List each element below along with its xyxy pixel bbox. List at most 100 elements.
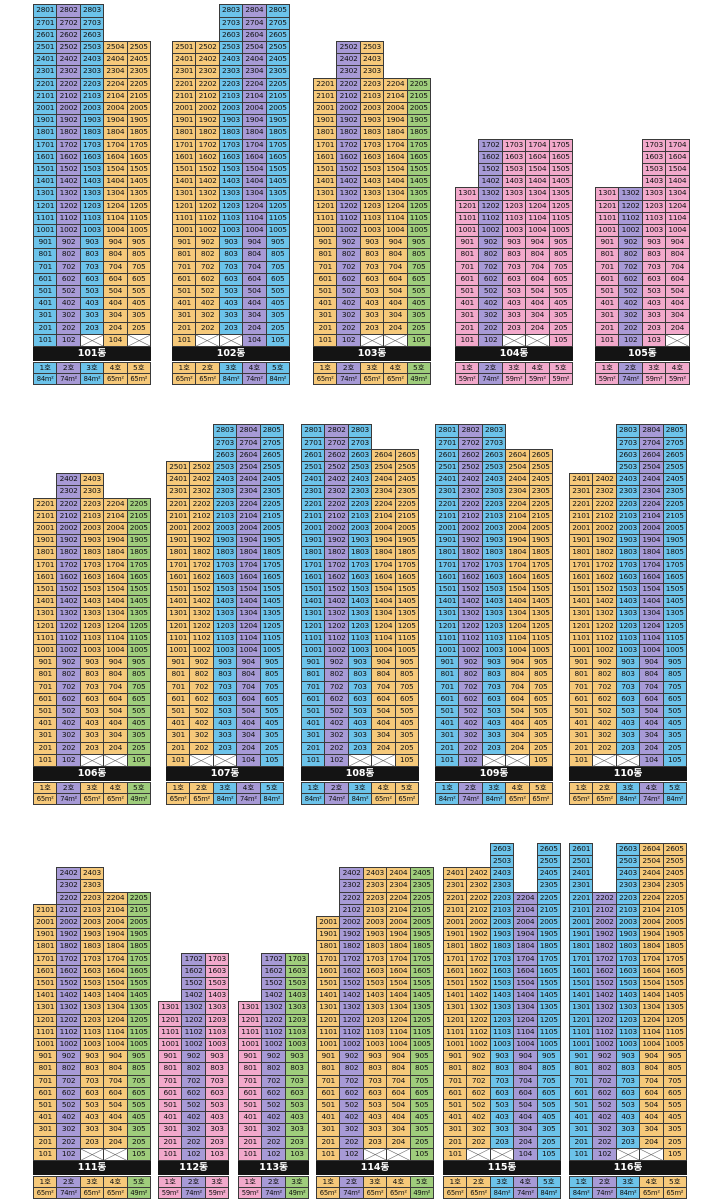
- unit-cell[interactable]: 1204: [639, 619, 664, 633]
- unit-cell[interactable]: 102: [478, 333, 503, 347]
- unit-cell[interactable]: 2705: [259, 436, 284, 450]
- unit-cell[interactable]: 1201: [301, 619, 326, 633]
- unit-cell[interactable]: 2302: [56, 65, 81, 79]
- unit-cell[interactable]: 1404: [371, 595, 396, 609]
- unit-cell[interactable]: 1902: [592, 928, 617, 942]
- unit-cell[interactable]: 1203: [489, 1013, 515, 1027]
- unit-cell[interactable]: 1605: [394, 570, 419, 584]
- unit-cell[interactable]: 201: [33, 741, 58, 755]
- unit-cell[interactable]: 2601: [33, 28, 58, 42]
- unit-cell[interactable]: 603: [79, 692, 105, 706]
- unit-cell[interactable]: 1101: [172, 211, 197, 225]
- unit-cell[interactable]: 1105: [406, 211, 431, 225]
- unit-cell[interactable]: 2705: [265, 16, 290, 30]
- unit-cell[interactable]: 302: [56, 309, 81, 323]
- unit-cell[interactable]: 1705: [409, 952, 434, 966]
- unit-cell[interactable]: 303: [481, 729, 507, 743]
- unit-cell[interactable]: 404: [383, 297, 408, 311]
- unit-cell[interactable]: 1903: [615, 928, 641, 942]
- unit-cell[interactable]: 2602: [324, 448, 349, 462]
- unit-cell[interactable]: 1504: [383, 163, 408, 177]
- unit-cell[interactable]: 1904: [371, 534, 396, 548]
- unit-cell[interactable]: 901: [569, 1050, 594, 1064]
- unit-cell[interactable]: 701: [33, 680, 58, 694]
- unit-cell[interactable]: 1402: [339, 989, 364, 1003]
- unit-cell[interactable]: 601: [595, 272, 620, 286]
- unit-cell[interactable]: 1304: [525, 187, 550, 201]
- unit-cell[interactable]: 901: [595, 236, 620, 250]
- unit-cell[interactable]: 2004: [103, 102, 128, 116]
- unit-cell[interactable]: 602: [592, 1086, 617, 1100]
- unit-cell[interactable]: 1101: [158, 1025, 183, 1039]
- unit-cell[interactable]: 304: [639, 729, 664, 743]
- unit-cell[interactable]: 1503: [79, 583, 105, 597]
- unit-cell[interactable]: 1102: [324, 631, 349, 645]
- unit-cell[interactable]: 901: [33, 656, 58, 670]
- unit-cell[interactable]: 1803: [362, 940, 388, 954]
- unit-cell[interactable]: 2203: [79, 77, 105, 91]
- unit-cell[interactable]: 403: [481, 717, 507, 731]
- unit-cell[interactable]: 1204: [639, 1013, 664, 1027]
- unit-cell[interactable]: 2304: [386, 879, 411, 893]
- unit-cell[interactable]: 904: [505, 656, 530, 670]
- unit-cell[interactable]: 1005: [126, 224, 151, 238]
- unit-cell[interactable]: 904: [639, 656, 664, 670]
- unit-cell[interactable]: 1102: [56, 631, 81, 645]
- unit-cell[interactable]: 901: [158, 1050, 183, 1064]
- unit-cell[interactable]: 2403: [79, 473, 105, 487]
- unit-cell[interactable]: 2305: [662, 879, 687, 893]
- unit-cell[interactable]: 702: [618, 260, 643, 274]
- unit-cell[interactable]: 1504: [386, 977, 411, 991]
- unit-cell[interactable]: 1001: [316, 1038, 341, 1052]
- unit-cell[interactable]: 403: [615, 717, 641, 731]
- unit-cell[interactable]: 1705: [536, 952, 561, 966]
- unit-cell[interactable]: 1002: [189, 644, 214, 658]
- unit-cell[interactable]: 704: [103, 680, 128, 694]
- unit-cell[interactable]: 405: [528, 717, 553, 731]
- unit-cell[interactable]: 1201: [569, 1013, 594, 1027]
- unit-cell[interactable]: 2103: [615, 903, 641, 917]
- unit-cell[interactable]: 605: [406, 272, 431, 286]
- unit-cell[interactable]: 402: [261, 1111, 286, 1125]
- unit-cell[interactable]: 101: [301, 753, 326, 767]
- unit-cell[interactable]: 602: [189, 692, 214, 706]
- unit-cell[interactable]: 1203: [79, 1013, 105, 1027]
- unit-cell[interactable]: 2301: [172, 65, 197, 79]
- unit-cell[interactable]: 505: [265, 285, 290, 299]
- unit-cell[interactable]: 1203: [501, 199, 527, 213]
- unit-cell[interactable]: 301: [238, 1123, 263, 1137]
- unit-cell[interactable]: 702: [466, 1074, 491, 1088]
- unit-cell[interactable]: 803: [481, 668, 507, 682]
- unit-cell[interactable]: 1105: [126, 211, 151, 225]
- unit-cell[interactable]: 705: [662, 1074, 687, 1088]
- unit-cell[interactable]: 204: [383, 321, 408, 335]
- unit-cell[interactable]: 1803: [212, 546, 238, 560]
- unit-cell[interactable]: 301: [443, 1123, 468, 1137]
- unit-cell[interactable]: 703: [362, 1074, 388, 1088]
- unit-cell[interactable]: 202: [56, 1135, 81, 1149]
- unit-cell[interactable]: 1702: [339, 952, 364, 966]
- unit-cell[interactable]: 1001: [595, 224, 620, 238]
- unit-cell[interactable]: 603: [362, 1086, 388, 1100]
- unit-cell[interactable]: 1403: [481, 595, 507, 609]
- unit-cell[interactable]: 703: [79, 680, 105, 694]
- unit-cell[interactable]: 903: [347, 656, 373, 670]
- unit-cell[interactable]: 401: [33, 1111, 58, 1125]
- unit-cell[interactable]: 2405: [126, 53, 151, 67]
- unit-cell[interactable]: 504: [639, 705, 664, 719]
- unit-cell[interactable]: 1705: [126, 558, 151, 572]
- unit-cell[interactable]: 1005: [528, 644, 553, 658]
- unit-cell[interactable]: 603: [501, 272, 527, 286]
- unit-cell[interactable]: 2101: [166, 509, 191, 523]
- unit-cell[interactable]: 1905: [528, 534, 553, 548]
- unit-cell[interactable]: 801: [569, 668, 594, 682]
- unit-cell[interactable]: 2703: [218, 16, 244, 30]
- unit-cell[interactable]: 1203: [362, 1013, 388, 1027]
- unit-cell[interactable]: 401: [569, 717, 594, 731]
- unit-cell[interactable]: 802: [189, 668, 214, 682]
- unit-cell[interactable]: 204: [103, 1135, 128, 1149]
- unit-cell[interactable]: 1704: [103, 138, 128, 152]
- unit-cell[interactable]: 902: [478, 236, 503, 250]
- unit-cell[interactable]: 702: [189, 680, 214, 694]
- unit-cell[interactable]: 104: [103, 333, 128, 347]
